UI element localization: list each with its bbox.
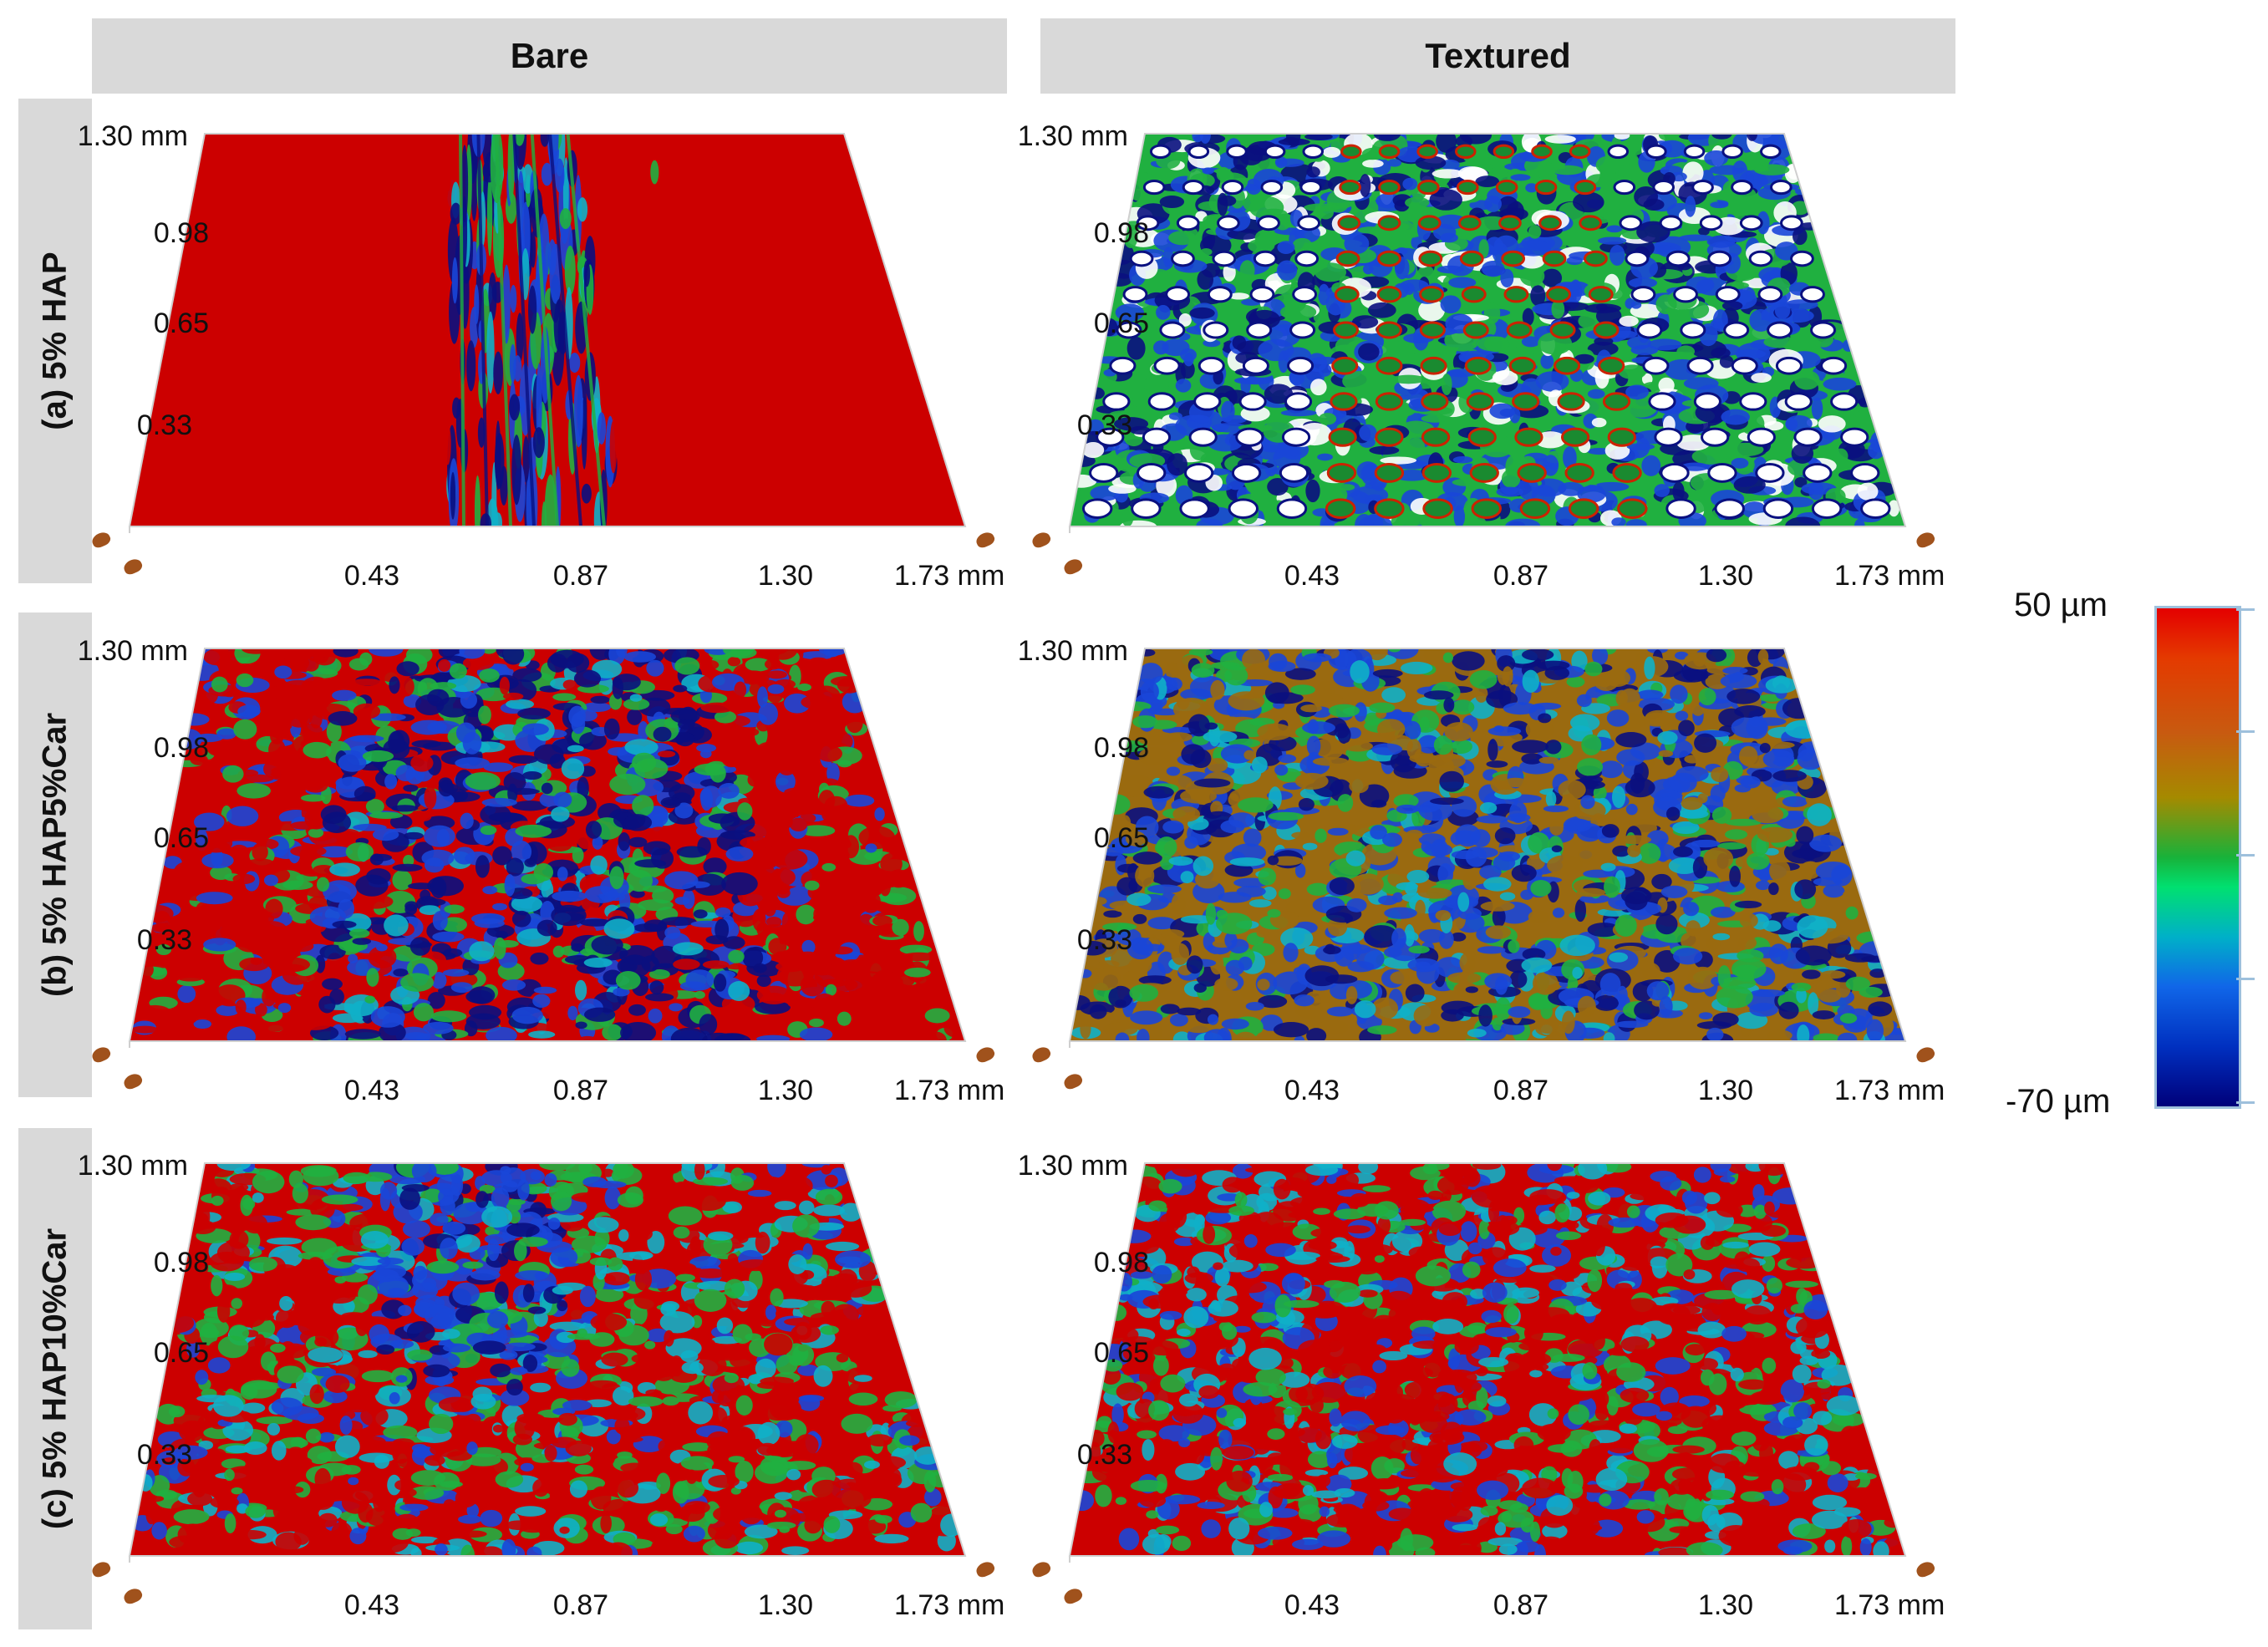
x-tick-label: 1.73 mm <box>894 1589 1005 1621</box>
y-tick-label: 0.98 <box>1093 217 1149 249</box>
y-tick-label: 0.65 <box>153 1337 209 1369</box>
y-tick-label: 1.30 mm <box>1017 1150 1128 1182</box>
panel-textured-hap: 1.30 mm 0.98 0.65 0.33 0.43 0.87 1.30 1.73 mm <box>1018 117 1976 610</box>
x-tick-label: 0.43 <box>343 560 400 592</box>
x-tick-label: 1.73 mm <box>894 1075 1005 1106</box>
x-tick-label: 0.43 <box>1284 560 1340 592</box>
y-tick-label: 0.33 <box>1076 1439 1132 1471</box>
y-tick-label: 0.33 <box>136 924 192 956</box>
colorbar-max-label: 50 µm <box>2014 587 2108 623</box>
y-tick-label: 1.30 mm <box>77 1150 188 1182</box>
row-header-b-label: (b) 5% HAP5%Car <box>36 712 74 998</box>
y-tick-label: 0.98 <box>153 732 209 764</box>
colorbar-tick <box>2236 978 2255 980</box>
x-tick-label: 0.43 <box>343 1589 400 1621</box>
x-tick-label: 0.87 <box>1493 1075 1549 1106</box>
row-header-a: (a) 5% HAP <box>18 99 92 583</box>
surface-texture <box>1070 134 1900 526</box>
x-tick-label: 0.87 <box>552 1075 609 1106</box>
y-tick-label: 0.65 <box>1093 1337 1149 1369</box>
surface-texture <box>1070 1163 1903 1556</box>
y-tick-label: 0.33 <box>136 409 192 441</box>
column-header-bare: Bare <box>92 18 1007 94</box>
x-tick-label: 0.87 <box>1493 1589 1549 1621</box>
y-tick-label: 0.65 <box>1093 308 1149 339</box>
textured-hap5car-surface <box>1068 648 1907 1048</box>
colorbar-tick <box>2236 730 2255 733</box>
y-tick-label: 0.65 <box>153 822 209 854</box>
row-header-a-label: (a) 5% HAP <box>36 252 74 430</box>
x-tick-label: 0.87 <box>1493 560 1549 592</box>
x-tick-label: 1.30 <box>757 560 814 592</box>
panel-textured-hap5car: 1.30 mm 0.98 0.65 0.33 0.43 0.87 1.30 1.73 mm <box>1018 632 1976 1125</box>
surface-texture <box>131 1163 965 1556</box>
y-tick-label: 1.30 mm <box>77 635 188 667</box>
y-tick-label: 0.98 <box>1093 732 1149 764</box>
x-tick-label: 1.30 <box>1697 1075 1754 1106</box>
x-tick-label: 0.43 <box>343 1075 400 1106</box>
colorbar-tick <box>2236 608 2255 611</box>
textured-hap10car-surface <box>1068 1162 1907 1563</box>
y-tick-label: 0.33 <box>1076 409 1132 441</box>
x-tick-label: 0.43 <box>1284 1075 1340 1106</box>
y-tick-label: 1.30 mm <box>1017 120 1128 152</box>
x-tick-label: 1.30 <box>757 1075 814 1106</box>
bare-hap-surface <box>128 133 967 533</box>
column-header-textured-label: Textured <box>1425 36 1571 75</box>
panel-bare-hap: 1.30 mm 0.98 0.65 0.33 0.43 0.87 1.30 1.73 mm <box>78 117 1036 610</box>
x-tick-label: 0.87 <box>552 560 609 592</box>
panel-bare-hap10car: 1.30 mm 0.98 0.65 0.33 0.43 0.87 1.30 1.73 mm <box>78 1146 1036 1639</box>
y-tick-label: 0.65 <box>153 308 209 339</box>
y-tick-label: 1.30 mm <box>1017 635 1128 667</box>
x-tick-label: 1.73 mm <box>1834 1589 1945 1621</box>
colorbar <box>2154 606 2241 1109</box>
y-tick-label: 0.98 <box>1093 1247 1149 1278</box>
row-header-c: (c) 5% HAP10%Car <box>18 1128 92 1629</box>
y-tick-label: 0.98 <box>153 1247 209 1278</box>
row-header-b: (b) 5% HAP5%Car <box>18 613 92 1097</box>
x-tick-label: 0.87 <box>552 1589 609 1621</box>
surface-texture <box>166 134 831 526</box>
column-header-bare-label: Bare <box>510 36 589 75</box>
surface-texture <box>1070 648 1905 1041</box>
x-tick-label: 1.30 <box>1697 1589 1754 1621</box>
y-tick-label: 1.30 mm <box>77 120 188 152</box>
colorbar-tick <box>2236 854 2255 857</box>
colorbar-min-label: -70 µm <box>2006 1083 2111 1120</box>
row-header-c-label: (c) 5% HAP10%Car <box>36 1228 74 1530</box>
surface-texture <box>130 648 965 1041</box>
column-header-textured: Textured <box>1040 18 1955 94</box>
x-tick-label: 0.43 <box>1284 1589 1340 1621</box>
y-tick-label: 0.33 <box>136 1439 192 1471</box>
colorbar-tick <box>2236 1101 2255 1104</box>
x-tick-label: 1.73 mm <box>1834 1075 1945 1106</box>
textured-hap-surface <box>1068 133 1907 533</box>
panel-bare-hap5car: 1.30 mm 0.98 0.65 0.33 0.43 0.87 1.30 1.73 mm <box>78 632 1036 1125</box>
x-tick-label: 1.30 <box>1697 560 1754 592</box>
bare-hap5car-surface <box>128 648 967 1048</box>
bare-hap10car-surface <box>128 1162 967 1563</box>
y-tick-label: 0.33 <box>1076 924 1132 956</box>
panel-textured-hap10car: 1.30 mm 0.98 0.65 0.33 0.43 0.87 1.30 1.73 mm <box>1018 1146 1976 1639</box>
x-tick-label: 1.30 <box>757 1589 814 1621</box>
x-tick-label: 1.73 mm <box>1834 560 1945 592</box>
x-tick-label: 1.73 mm <box>894 560 1005 592</box>
y-tick-label: 0.98 <box>153 217 209 249</box>
y-tick-label: 0.65 <box>1093 822 1149 854</box>
